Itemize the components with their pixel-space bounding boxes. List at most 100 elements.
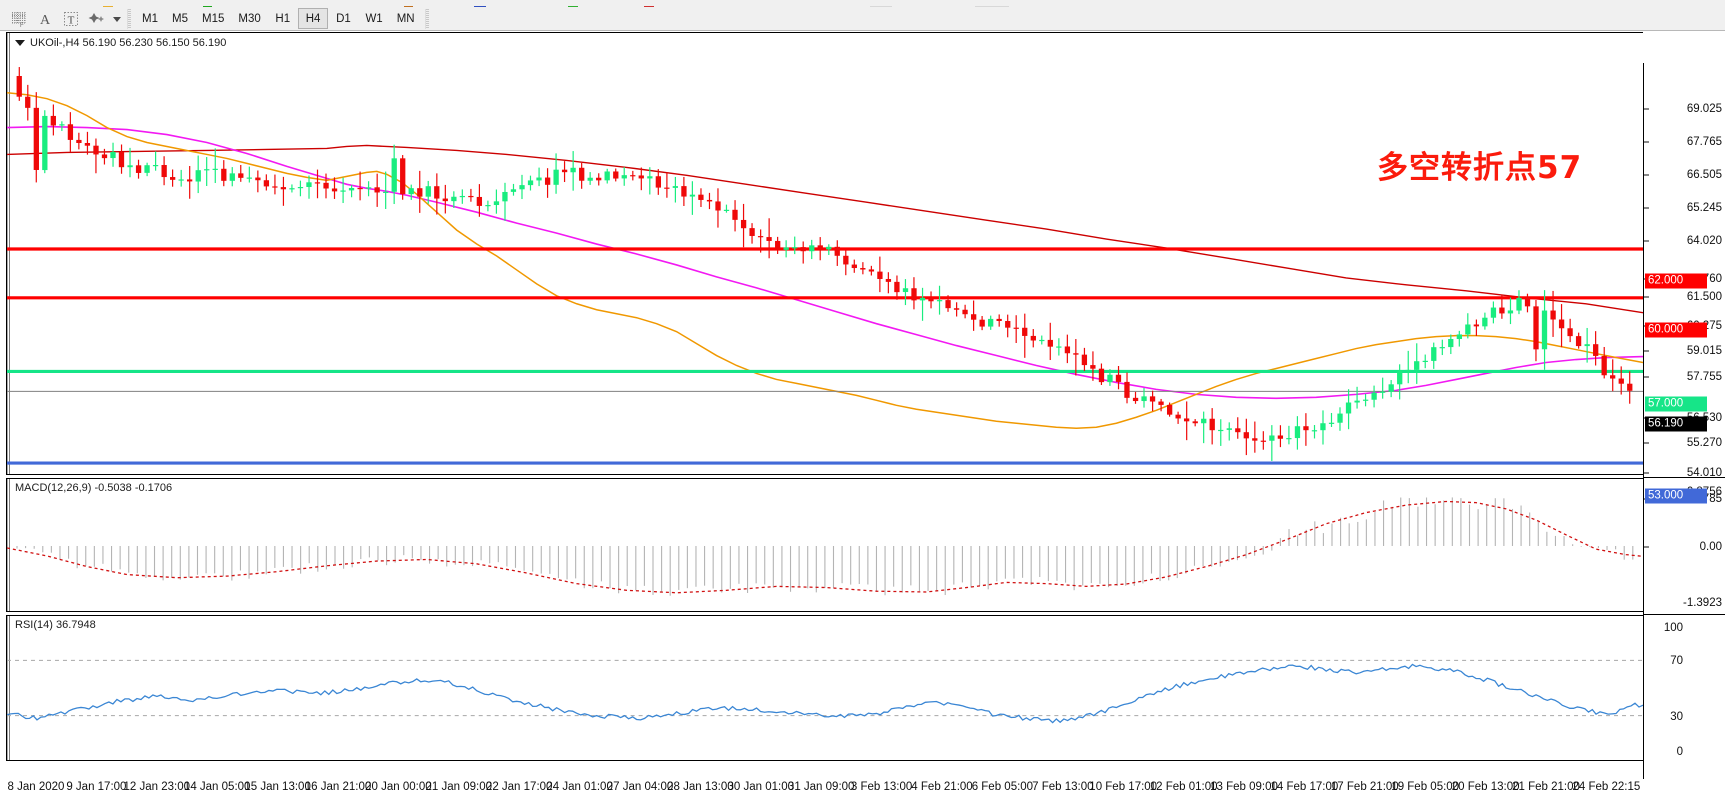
candle-body [1064, 346, 1071, 354]
candle-body [596, 177, 602, 181]
candle-body [1303, 426, 1309, 431]
candle-body [1209, 418, 1215, 431]
candle-body [1414, 361, 1420, 370]
crosshair-grid-icon[interactable]: F [6, 8, 32, 30]
toolbar-drag-grip-2[interactable] [424, 8, 429, 29]
candle-body [1235, 428, 1241, 433]
time-tick-label: 27 Jan 04:00 [606, 781, 674, 793]
price-level-badge[interactable]: 57.000 [1645, 396, 1707, 412]
candle-body [459, 195, 466, 198]
price-level-badge[interactable]: 60.000 [1645, 322, 1707, 338]
candle-body [638, 175, 644, 179]
candle-body [1166, 404, 1173, 415]
price-level-badge[interactable]: 62.000 [1645, 273, 1707, 289]
candle-body [1550, 310, 1556, 320]
candle-body [792, 247, 798, 249]
text-label-icon[interactable]: A [32, 8, 58, 30]
toolbar-drag-grip[interactable] [127, 8, 131, 29]
rsi-plot [7, 659, 1643, 724]
candle-body [1294, 426, 1301, 439]
price-pane-scroll-grip[interactable] [7, 33, 12, 474]
candle-body [1115, 374, 1122, 382]
price-tick-label: 67.765 [1686, 136, 1722, 148]
rsi-pane[interactable]: RSI(14) 36.7948 [6, 615, 1643, 761]
candle-body [365, 187, 372, 189]
macd-tick-mark [1644, 546, 1649, 548]
text-box-icon[interactable]: T [58, 8, 84, 30]
candle-body [945, 300, 951, 309]
candle-body [374, 187, 380, 193]
candle-body [1439, 347, 1445, 349]
templates-icon[interactable] [84, 8, 110, 30]
candle-body [1218, 429, 1224, 432]
chart-annotation-text[interactable]: 多空转折点57 [1377, 150, 1583, 186]
candle-body [834, 246, 840, 256]
timeframe-button-m30[interactable]: M30 [238, 12, 261, 25]
candle-body [689, 194, 696, 197]
candle-body [1533, 306, 1539, 350]
ma-fast-orange-line [7, 91, 1643, 429]
timeframe-button-w1[interactable]: W1 [365, 12, 383, 25]
price-tick-label: 55.270 [1686, 437, 1722, 449]
candle-body [979, 319, 985, 327]
candle-body [1490, 307, 1497, 318]
timeframe-button-h4[interactable]: H4 [297, 8, 329, 29]
candle-body [1013, 327, 1019, 329]
candlestick-series [16, 67, 1633, 461]
candle-body [25, 96, 31, 108]
timeframe-button-d1[interactable]: D1 [336, 12, 351, 25]
candle-body [1371, 392, 1377, 400]
time-tick-label: 16 Jan 21:00 [304, 781, 372, 793]
timeframe-button-m15[interactable]: M15 [202, 12, 225, 25]
rsi-label: RSI(14) 36.7948 [15, 619, 96, 631]
candle-body [1328, 422, 1335, 424]
candle-body [1030, 335, 1036, 341]
price-axis[interactable]: 69.02567.76566.50565.24564.02062.76061.5… [1643, 63, 1725, 799]
candle-body [263, 180, 270, 187]
candle-body [621, 175, 627, 179]
candle-body [527, 180, 534, 186]
timeframe-button-m5[interactable]: M5 [172, 12, 188, 25]
candle-body [144, 165, 150, 173]
templates-dropdown-icon[interactable] [110, 8, 124, 30]
price-tick-mark [1644, 207, 1649, 209]
candle-body [93, 145, 99, 155]
price-tick-label: 64.020 [1686, 235, 1722, 247]
candle-body [698, 194, 704, 200]
candle-body [579, 167, 585, 181]
time-tick-label: 20 Jan 00:00 [365, 781, 432, 793]
svg-text:A: A [40, 13, 51, 28]
candle-body [1379, 391, 1386, 393]
time-tick-label: 24 Jan 01:00 [546, 781, 613, 793]
chevron-down-icon[interactable] [15, 40, 25, 46]
rsi-pane-scroll-grip[interactable] [7, 616, 12, 760]
time-tick-label: 4 Feb 21:00 [911, 781, 973, 793]
candle-body [1507, 310, 1514, 314]
candle-body [1499, 307, 1505, 314]
candle-body [161, 165, 167, 178]
candle-body [1201, 418, 1207, 424]
timeframe-button-m1[interactable]: M1 [142, 12, 158, 25]
price-level-badge[interactable]: 56.190 [1645, 416, 1707, 432]
candle-body [1073, 353, 1079, 355]
candle-body [1593, 344, 1599, 356]
candle-body [510, 189, 517, 192]
macd-pane-scroll-grip[interactable] [7, 479, 12, 611]
candle-body [826, 246, 832, 250]
macd-pane[interactable]: MACD(12,26,9) -0.5038 -0.1706 [6, 478, 1643, 612]
candle-body [1473, 324, 1480, 327]
time-tick-label: 17 Feb 21:00 [1330, 781, 1399, 793]
candle-body [587, 177, 593, 181]
candle-body [877, 271, 883, 279]
timeframe-button-mn[interactable]: MN [396, 12, 415, 25]
candle-body [800, 247, 806, 252]
candle-body [101, 154, 108, 159]
candle-body [613, 171, 619, 179]
price-level-badge[interactable]: 53.000 [1645, 488, 1707, 504]
candle-body [868, 269, 875, 272]
rsi-tick-label: 70 [1670, 655, 1683, 667]
candle-body [536, 177, 542, 181]
timeframe-button-h1[interactable]: H1 [275, 12, 291, 25]
rsi-tick-label: 0 [1676, 746, 1683, 758]
price-pane[interactable]: UKOil-,H4 56.190 56.230 56.150 56.190 [6, 32, 1643, 475]
